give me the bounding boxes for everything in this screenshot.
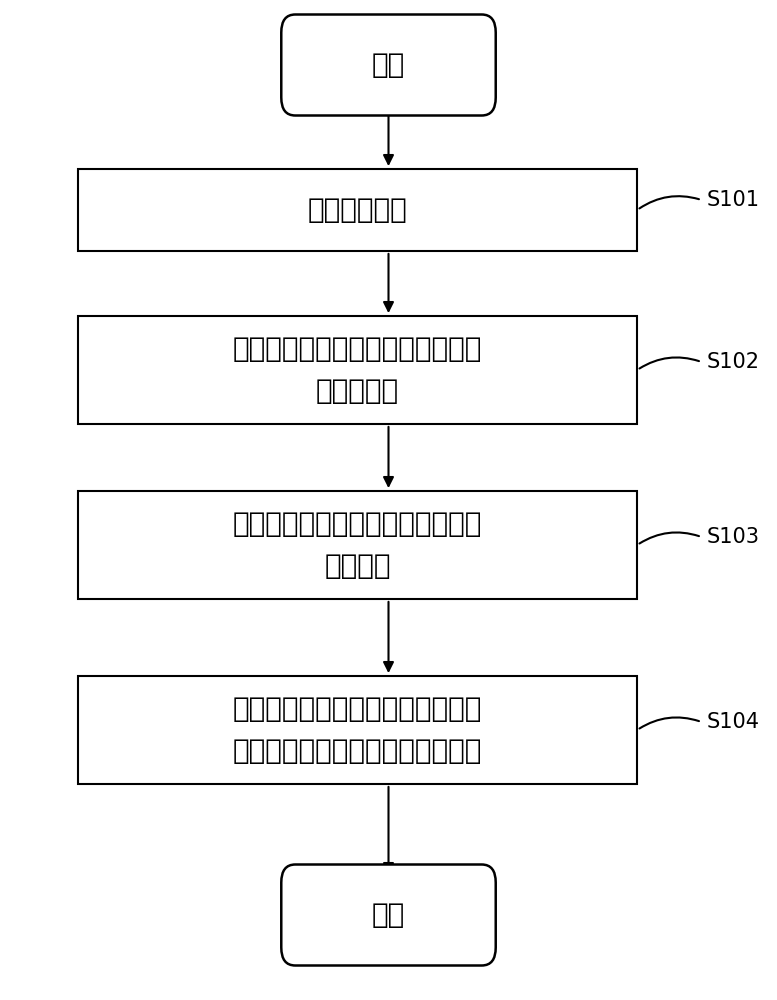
FancyArrowPatch shape: [639, 717, 699, 728]
Text: S103: S103: [707, 527, 760, 547]
Text: 获取动图数据: 获取动图数据: [308, 196, 407, 224]
Text: S104: S104: [707, 712, 760, 732]
Text: 结束: 结束: [372, 901, 405, 929]
FancyBboxPatch shape: [281, 14, 496, 115]
Text: S102: S102: [707, 352, 760, 372]
FancyArrowPatch shape: [639, 196, 699, 208]
Text: 对动图数据进行解码，得到以帧为
单位的图片: 对动图数据进行解码，得到以帧为 单位的图片: [233, 335, 482, 405]
Bar: [78, 316, 637, 424]
FancyArrowPatch shape: [639, 532, 699, 543]
Text: S101: S101: [707, 190, 760, 210]
Bar: [78, 491, 637, 599]
FancyBboxPatch shape: [281, 864, 496, 966]
FancyArrowPatch shape: [639, 357, 699, 368]
Bar: [78, 676, 637, 784]
Text: 开始: 开始: [372, 51, 405, 79]
Bar: [78, 169, 637, 251]
Text: 将当前得到的标定框更新到解码产
生的当前帧图片上，得到处理结果: 将当前得到的标定框更新到解码产 生的当前帧图片上，得到处理结果: [233, 695, 482, 765]
Text: 对以帧为单位的图片进行标定，得
到标定框: 对以帧为单位的图片进行标定，得 到标定框: [233, 510, 482, 580]
